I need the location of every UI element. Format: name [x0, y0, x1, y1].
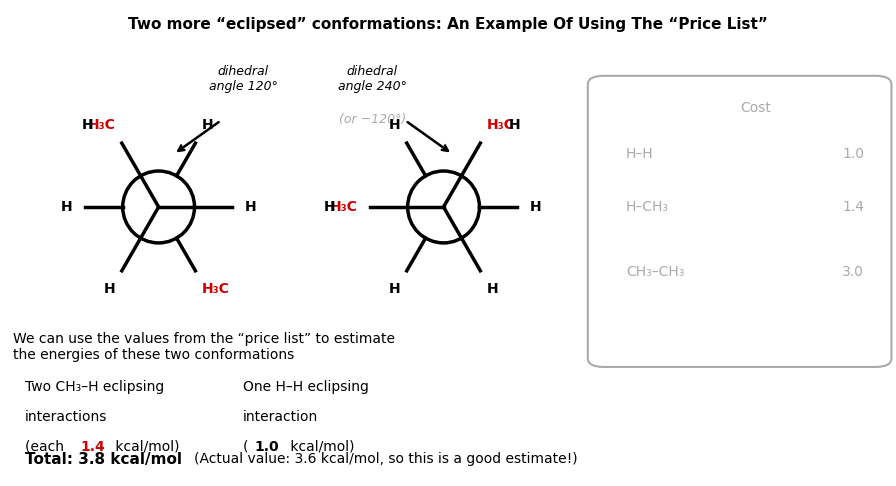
Text: Cost: Cost	[740, 101, 771, 115]
Text: (: (	[243, 439, 249, 453]
Text: H: H	[389, 118, 401, 132]
Text: kcal/mol): kcal/mol)	[286, 439, 355, 453]
Text: H: H	[82, 118, 93, 132]
Text: 1.4: 1.4	[842, 200, 864, 214]
Text: We can use the values from the “price list” to estimate
the energies of these tw: We can use the values from the “price li…	[13, 332, 395, 362]
Text: (or −120°): (or −120°)	[339, 113, 406, 126]
Text: 3.0: 3.0	[842, 265, 864, 279]
Text: dihedral
angle 240°: dihedral angle 240°	[338, 65, 407, 93]
Text: H₃C: H₃C	[88, 118, 116, 132]
Text: (Actual value: 3.6 kcal/mol, so this is a good estimate!): (Actual value: 3.6 kcal/mol, so this is …	[194, 452, 578, 466]
Text: Two more “eclipsed” conformations: An Example Of Using The “Price List”: Two more “eclipsed” conformations: An Ex…	[128, 17, 768, 32]
Text: Two CH₃–H eclipsing: Two CH₃–H eclipsing	[25, 380, 164, 394]
Text: H: H	[389, 282, 401, 295]
Text: One H–H eclipsing: One H–H eclipsing	[243, 380, 369, 394]
Text: Total: 3.8 kcal/mol: Total: 3.8 kcal/mol	[25, 452, 182, 467]
Text: H: H	[530, 200, 541, 214]
Text: H₃C: H₃C	[487, 118, 514, 132]
Text: H–H: H–H	[626, 147, 654, 161]
Text: 1.0: 1.0	[254, 439, 280, 453]
Text: H: H	[104, 282, 116, 295]
Text: H: H	[245, 200, 256, 214]
Text: dihedral
angle 120°: dihedral angle 120°	[209, 65, 278, 93]
Text: H: H	[509, 118, 521, 132]
Text: H₃C: H₃C	[202, 282, 229, 295]
Text: H₃C: H₃C	[330, 200, 358, 214]
Text: 1.4: 1.4	[81, 439, 105, 453]
Text: H: H	[323, 200, 335, 214]
Text: kcal/mol): kcal/mol)	[111, 439, 180, 453]
Text: H: H	[202, 118, 213, 132]
Text: CH₃–CH₃: CH₃–CH₃	[626, 265, 685, 279]
Text: H–CH₃: H–CH₃	[626, 200, 669, 214]
Text: interaction: interaction	[243, 410, 318, 424]
Text: H: H	[487, 282, 498, 295]
Text: H: H	[61, 200, 73, 214]
Text: (each: (each	[25, 439, 68, 453]
FancyBboxPatch shape	[588, 76, 892, 367]
Text: interactions: interactions	[25, 410, 108, 424]
Text: 1.0: 1.0	[842, 147, 864, 161]
